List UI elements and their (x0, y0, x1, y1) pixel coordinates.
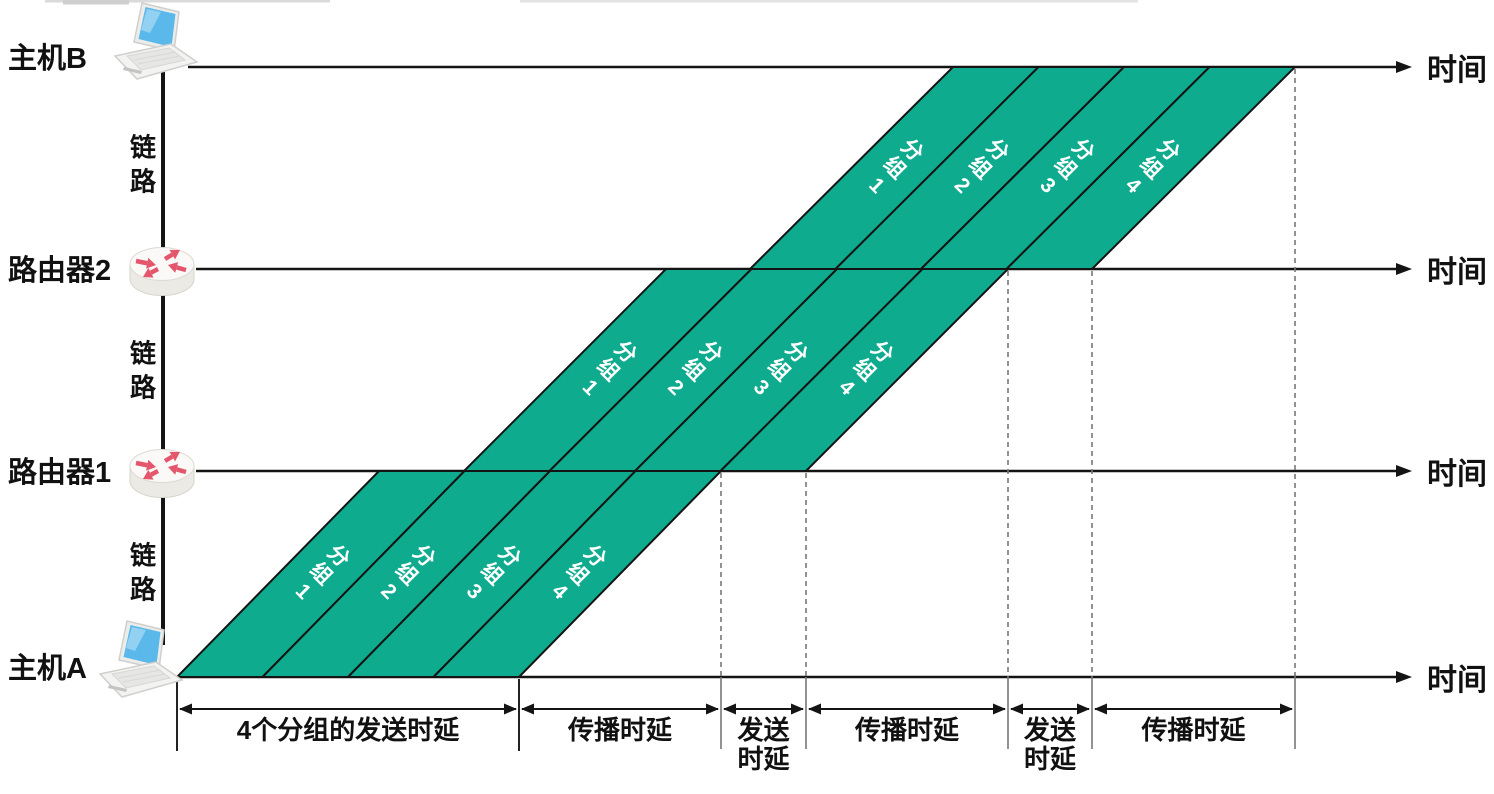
laptop-icon (98, 620, 184, 698)
link-label-bottom: 链路 (129, 540, 156, 605)
node-label-hostA: 主机A (8, 653, 87, 685)
delay-label-propagation-1: 传播时延 (567, 715, 672, 745)
time-label-router1: 时间 (1427, 458, 1487, 491)
measure-arrow (808, 703, 1006, 715)
measure-arrow (723, 703, 804, 715)
axis-arrowhead-icon (1396, 61, 1412, 73)
laptop-icon (113, 2, 199, 80)
delay-label-transmission-2: 发送时延 (1023, 715, 1076, 775)
packet-band: 分组1 (461, 268, 754, 472)
packet-band: 分组2 (833, 66, 1127, 270)
measure-arrow (1010, 703, 1090, 715)
router-icon (129, 449, 195, 498)
delay-label-transmission-1: 发送时延 (737, 715, 790, 775)
delay-label-propagation-3: 传播时延 (1141, 715, 1246, 745)
link-label-middle: 链路 (129, 338, 156, 403)
packet-band: 分组4 (431, 470, 724, 678)
time-label-hostB: 时间 (1427, 54, 1487, 87)
top-edge-artifact (45, 0, 1138, 5)
node-label-router1: 路由器1 (8, 457, 112, 489)
packet-band: 分组1 (174, 470, 467, 678)
packet-band: 分组4 (718, 268, 1011, 472)
router-icon (129, 247, 195, 296)
packet-band: 分组2 (547, 268, 840, 472)
axis-arrowhead-icon (1396, 263, 1412, 275)
node-label-router2: 路由器2 (8, 255, 112, 287)
packet-band: 分组3 (345, 470, 638, 678)
link-label-top: 链路 (129, 132, 156, 197)
packet-band: 分组4 (1004, 66, 1298, 270)
axis-arrowhead-icon (1396, 465, 1412, 477)
time-label-hostA: 时间 (1427, 664, 1487, 697)
axis-arrowhead-icon (1396, 671, 1412, 683)
measure-arrow (1094, 703, 1293, 715)
measure-arrow (179, 703, 517, 715)
measure-arrow (521, 703, 719, 715)
node-label-hostB: 主机B (8, 43, 87, 75)
delay-label-transmission-4packets: 4个分组的发送时延 (236, 715, 460, 745)
delay-label-propagation-2: 传播时延 (854, 715, 959, 745)
packet-band: 分组3 (918, 66, 1212, 270)
time-label-router2: 时间 (1427, 256, 1487, 289)
packet-band: 分组1 (747, 66, 1041, 270)
